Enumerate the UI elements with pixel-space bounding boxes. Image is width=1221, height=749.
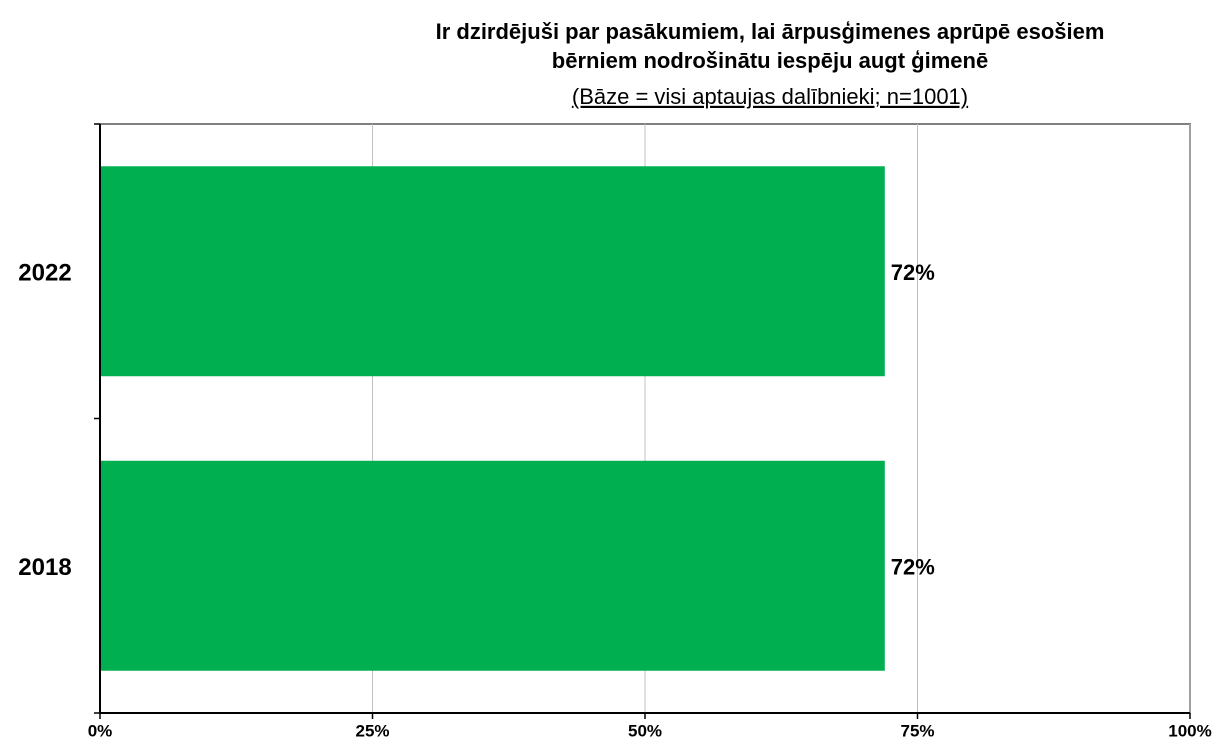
- x-tick-label: 75%: [900, 721, 934, 740]
- x-tick-label: 25%: [355, 721, 389, 740]
- bar: [100, 460, 885, 671]
- x-tick-label: 50%: [628, 721, 662, 740]
- y-tick-label: 2022: [18, 260, 71, 287]
- chart-subtitle: (Bāze = visi aptaujas dalībnieki; n=1001…: [572, 84, 968, 109]
- chart-title: Ir dzirdējuši par pasākumiem, lai ārpusģ…: [436, 19, 1105, 44]
- x-tick-label: 100%: [1168, 721, 1211, 740]
- y-tick-label: 2018: [18, 554, 71, 581]
- bar: [100, 166, 885, 377]
- value-label: 72%: [891, 555, 935, 580]
- chart-title: bērniem nodrošinātu iespēju augt ģimenē: [552, 48, 988, 73]
- x-tick-label: 0%: [88, 721, 113, 740]
- value-label: 72%: [891, 260, 935, 285]
